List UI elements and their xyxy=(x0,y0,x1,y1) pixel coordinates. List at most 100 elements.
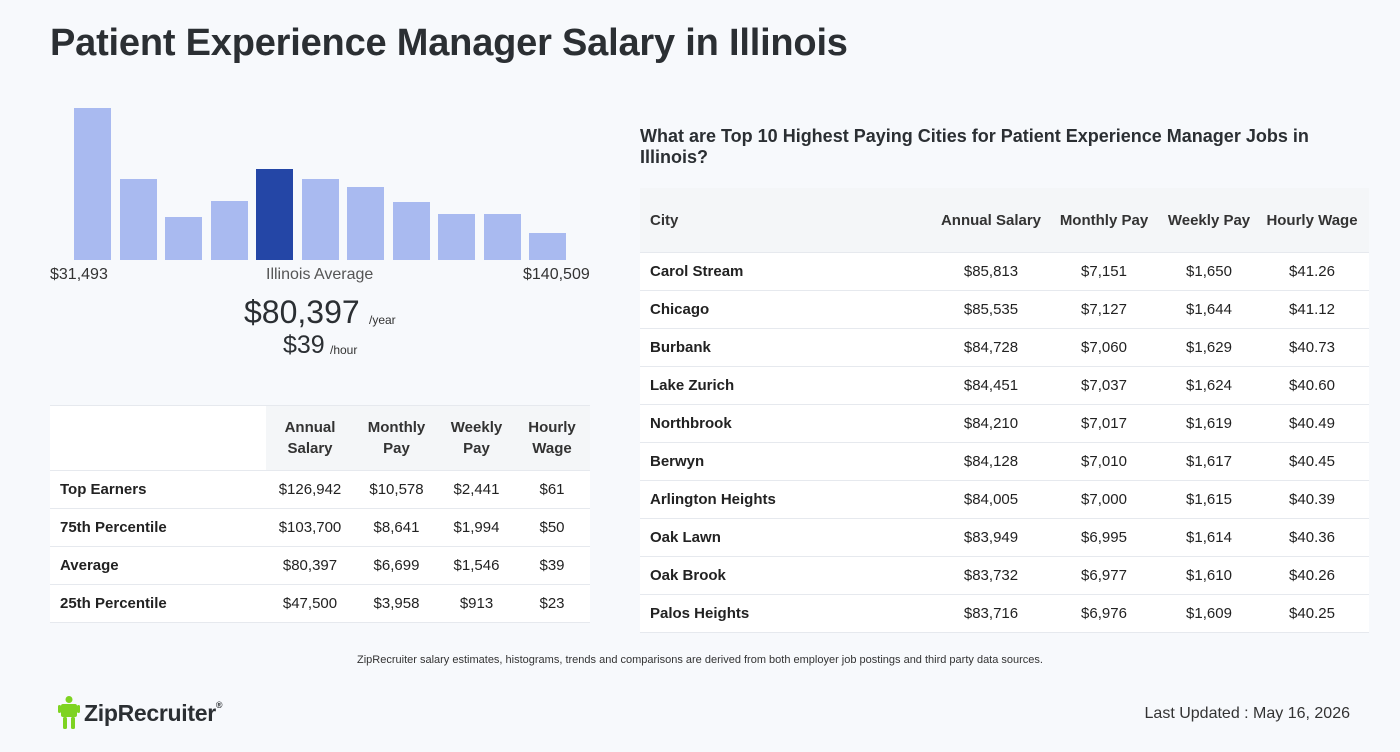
city-cell: $40.45 xyxy=(1289,453,1335,470)
percentile-row: 25th Percentile $47,500 $3,958 $913 $23 xyxy=(50,585,590,623)
city-cell: $84,728 xyxy=(963,339,1019,356)
city-cell: $83,716 xyxy=(963,605,1019,622)
percentile-row: 75th Percentile $103,700 $8,641 $1,994 $50 xyxy=(50,509,590,547)
percentile-cell: $23 xyxy=(539,595,565,612)
percentile-row-label: Average xyxy=(60,557,119,574)
percentile-row-label: 75th Percentile xyxy=(60,519,167,536)
city-row-label: Chicago xyxy=(650,301,710,318)
city-cell: $40.26 xyxy=(1289,567,1335,584)
city-cell: $85,813 xyxy=(963,263,1019,280)
percentile-cell: $50 xyxy=(539,519,565,536)
city-row: Oak Brook $83,732 $6,977 $1,610 $40.26 xyxy=(640,557,1369,595)
city-row-label: Berwyn xyxy=(650,453,705,470)
average-hourly-wage: $39 xyxy=(283,331,325,359)
percentile-row-label: Top Earners xyxy=(60,481,147,498)
last-updated: Last Updated : May 16, 2026 xyxy=(1144,705,1350,722)
histogram-bar-11 xyxy=(529,233,566,260)
city-cell: $1,624 xyxy=(1186,377,1232,394)
city-cell: $83,949 xyxy=(963,529,1019,546)
percentile-cell: $126,942 xyxy=(278,481,342,498)
city-cell: $6,976 xyxy=(1081,605,1127,622)
average-annual-salary: $80,397 xyxy=(244,294,360,330)
percentile-row-label: 25th Percentile xyxy=(60,595,167,612)
city-cell: $7,017 xyxy=(1081,415,1127,432)
city-cell: $83,732 xyxy=(963,567,1019,584)
city-row: Burbank $84,728 $7,060 $1,629 $40.73 xyxy=(640,329,1369,367)
city-cell: $40.39 xyxy=(1289,491,1335,508)
city-row-label: Burbank xyxy=(650,339,711,356)
city-cell: $1,614 xyxy=(1186,529,1232,546)
percentile-row: Top Earners $126,942 $10,578 $2,441 $61 xyxy=(50,471,590,509)
annual-unit: /year xyxy=(369,313,396,327)
percentile-table: Annual Salary Monthly Pay Weekly Pay Hou… xyxy=(50,405,590,623)
cities-header-row: City Annual Salary Monthly Pay Weekly Pa… xyxy=(640,188,1369,253)
cities-header-city: City xyxy=(640,188,937,253)
city-row: Chicago $85,535 $7,127 $1,644 $41.12 xyxy=(640,291,1369,329)
histogram-min-label: $31,493 xyxy=(50,266,108,283)
histogram-bar-9 xyxy=(438,214,475,260)
percentile-header-blank xyxy=(50,405,266,471)
city-cell: $1,650 xyxy=(1186,263,1232,280)
histogram-average-label: Illinois Average xyxy=(266,266,374,283)
histogram-bar-6 xyxy=(301,179,339,260)
percentile-header-annual: Annual Salary xyxy=(266,405,354,471)
percentile-cell: $1,546 xyxy=(453,557,500,574)
city-cell: $40.25 xyxy=(1289,605,1335,622)
percentile-cell: $6,699 xyxy=(373,557,420,574)
city-cell: $1,629 xyxy=(1186,339,1232,356)
city-cell: $40.73 xyxy=(1289,339,1335,356)
city-cell: $1,609 xyxy=(1186,605,1232,622)
cities-header-weekly: Weekly Pay xyxy=(1163,188,1255,253)
ziprecruiter-logo[interactable]: ZipRecruiter® xyxy=(58,696,223,730)
city-row: Lake Zurich $84,451 $7,037 $1,624 $40.60 xyxy=(640,367,1369,405)
city-cell: $1,610 xyxy=(1186,567,1232,584)
city-cell: $7,037 xyxy=(1081,377,1127,394)
city-cell: $1,617 xyxy=(1186,453,1232,470)
city-row-label: Carol Stream xyxy=(650,263,744,280)
histogram-bar-5 xyxy=(256,169,293,260)
city-row-label: Arlington Heights xyxy=(650,491,776,508)
percentile-cell: $80,397 xyxy=(282,557,338,574)
percentile-cell: $913 xyxy=(459,595,494,612)
ziprecruiter-logo-text: ZipRecruiter® xyxy=(84,699,223,726)
city-row: Arlington Heights $84,005 $7,000 $1,615 $40.… xyxy=(640,481,1369,519)
city-cell: $41.12 xyxy=(1289,301,1335,318)
city-cell: $7,127 xyxy=(1081,301,1127,318)
cities-header-hourly: Hourly Wage xyxy=(1255,188,1369,253)
salary-histogram xyxy=(74,98,574,260)
cities-question: What are Top 10 Highest Paying Cities fo… xyxy=(640,126,1309,167)
city-cell: $84,210 xyxy=(963,415,1019,432)
city-row: Carol Stream $85,813 $7,151 $1,650 $41.26 xyxy=(640,253,1369,291)
city-cell: $40.36 xyxy=(1289,529,1335,546)
percentile-cell: $3,958 xyxy=(373,595,420,612)
percentile-header-row: Annual Salary Monthly Pay Weekly Pay Hou… xyxy=(50,405,590,471)
city-row: Berwyn $84,128 $7,010 $1,617 $40.45 xyxy=(640,443,1369,481)
city-row-label: Lake Zurich xyxy=(650,377,735,394)
city-cell: $1,615 xyxy=(1186,491,1232,508)
city-row-label: Oak Lawn xyxy=(650,529,721,546)
histogram-bar-8 xyxy=(392,202,430,260)
histogram-bar-10 xyxy=(483,214,521,260)
city-row: Palos Heights $83,716 $6,976 $1,609 $40.25 xyxy=(640,595,1369,633)
city-cell: $6,977 xyxy=(1081,567,1127,584)
percentile-header-weekly: Weekly Pay xyxy=(439,405,514,471)
page-title: Patient Experience Manager Salary in Ill… xyxy=(50,22,848,64)
percentile-cell: $2,441 xyxy=(453,481,500,498)
hourly-unit: /hour xyxy=(330,343,358,357)
percentile-cell: $1,994 xyxy=(453,519,500,536)
percentile-cell: $61 xyxy=(539,481,565,498)
percentile-cell: $47,500 xyxy=(282,595,338,612)
city-cell: $1,644 xyxy=(1186,301,1232,318)
histogram-bar-2 xyxy=(119,179,157,260)
histogram-max-label: $140,509 xyxy=(523,266,590,283)
city-cell: $84,451 xyxy=(963,377,1019,394)
city-row: Oak Lawn $83,949 $6,995 $1,614 $40.36 xyxy=(640,519,1369,557)
percentile-header-hourly: Hourly Wage xyxy=(514,405,590,471)
percentile-header-monthly: Monthly Pay xyxy=(354,405,439,471)
histogram-bar-1 xyxy=(74,108,111,260)
disclaimer: ZipRecruiter salary estimates, histogram… xyxy=(357,654,1043,666)
city-row-label: Palos Heights xyxy=(650,605,750,622)
percentile-cell: $103,700 xyxy=(278,519,342,536)
city-cell: $85,535 xyxy=(963,301,1019,318)
city-cell: $7,010 xyxy=(1081,453,1127,470)
